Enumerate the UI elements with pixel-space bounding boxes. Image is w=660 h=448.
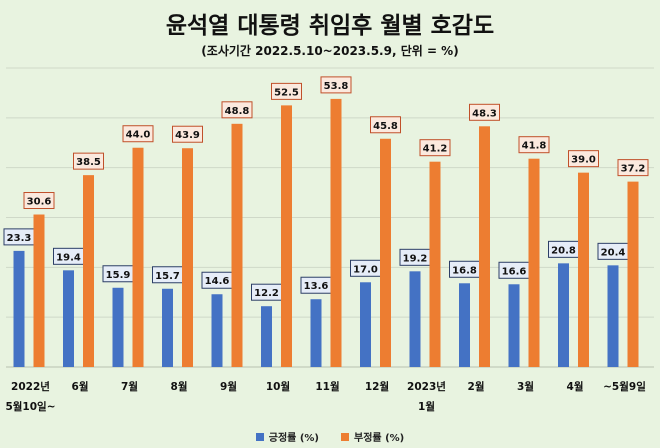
x-tick-label: 10월 bbox=[266, 380, 290, 393]
x-tick-label: 7월 bbox=[121, 380, 138, 393]
data-label-box-negative bbox=[469, 103, 500, 121]
bar-negative bbox=[479, 126, 490, 368]
legend-item-positive: 긍정률 (%) bbox=[255, 429, 319, 444]
bar-negative bbox=[578, 172, 589, 367]
bar-positive bbox=[13, 250, 25, 367]
x-tick-label: 4월 bbox=[567, 380, 584, 393]
x-tick-label: 2022년 bbox=[11, 380, 50, 393]
bar-positive bbox=[508, 284, 520, 367]
bar-positive bbox=[310, 299, 322, 367]
data-label-box-negative bbox=[221, 101, 253, 119]
data-label-negative: 53.8 bbox=[324, 81, 349, 92]
bar-positive bbox=[162, 288, 173, 367]
data-label-negative: 37.2 bbox=[621, 164, 646, 175]
data-label-box-negative bbox=[172, 125, 203, 143]
bar-negative bbox=[330, 98, 342, 367]
data-label-positive: 16.8 bbox=[452, 265, 477, 276]
bar-positive bbox=[63, 270, 74, 367]
data-label-box-negative bbox=[419, 139, 451, 157]
x-tick-label: ~5월9일 bbox=[603, 380, 646, 393]
data-label-positive: 12.2 bbox=[254, 288, 279, 299]
data-label-negative: 43.9 bbox=[175, 130, 200, 141]
x-tick-label: 2월 bbox=[468, 380, 485, 393]
chart-legend: 긍정률 (%) 부정률 (%) bbox=[0, 429, 660, 444]
data-label-positive: 20.8 bbox=[551, 245, 576, 256]
data-label-positive: 23.3 bbox=[7, 233, 32, 244]
data-label-negative: 38.5 bbox=[76, 157, 101, 168]
data-label-box-negative bbox=[370, 116, 401, 134]
data-label-box-negative bbox=[73, 152, 104, 170]
data-label-negative: 48.8 bbox=[225, 106, 250, 117]
x-tick-label: 8월 bbox=[171, 380, 188, 393]
data-label-positive: 20.4 bbox=[601, 247, 626, 258]
x-tick-label: 1월 bbox=[418, 400, 435, 413]
x-tick-label: 6월 bbox=[72, 380, 89, 393]
x-tick-label: 3월 bbox=[517, 380, 534, 393]
data-label-positive: 17.0 bbox=[353, 264, 378, 275]
bar-positive bbox=[211, 294, 223, 367]
data-label-positive: 15.9 bbox=[106, 270, 131, 281]
bar-negative bbox=[528, 158, 540, 367]
data-label-box-negative bbox=[23, 192, 55, 210]
x-tick-label: 2023년 bbox=[407, 380, 446, 393]
data-label-negative: 41.2 bbox=[423, 144, 448, 155]
data-label-negative: 41.8 bbox=[522, 141, 547, 152]
bar-positive bbox=[459, 283, 470, 367]
data-label-box-negative bbox=[518, 136, 550, 154]
data-label-negative: 39.0 bbox=[571, 155, 596, 166]
bar-positive bbox=[261, 306, 272, 367]
data-label-negative: 30.6 bbox=[27, 197, 52, 208]
bar-negative bbox=[281, 105, 292, 367]
data-label-positive: 19.4 bbox=[56, 252, 81, 263]
chart-subtitle: (조사기간 2022.5.10~2023.5.9, 단위 = %) bbox=[201, 44, 459, 58]
data-label-positive: 16.6 bbox=[502, 266, 527, 277]
data-label-positive: 15.7 bbox=[155, 271, 180, 282]
legend-label-positive: 긍정률 (%) bbox=[268, 433, 319, 444]
bar-positive bbox=[409, 271, 421, 367]
x-tick-label: 9월 bbox=[220, 380, 237, 393]
bar-positive bbox=[112, 287, 124, 367]
data-label-positive: 14.6 bbox=[205, 276, 230, 287]
bar-negative bbox=[231, 123, 243, 368]
data-label-box-negative bbox=[617, 159, 649, 177]
data-label-negative: 45.8 bbox=[373, 121, 398, 132]
bar-positive bbox=[558, 263, 569, 367]
bar-negative bbox=[182, 148, 193, 367]
legend-label-negative: 부정률 (%) bbox=[354, 433, 405, 444]
chart-title: 윤석열 대통령 취임후 월별 호감도 bbox=[165, 13, 495, 39]
legend-item-negative: 부정률 (%) bbox=[341, 429, 404, 444]
legend-swatch-positive bbox=[255, 432, 264, 441]
legend-swatch-negative bbox=[341, 432, 349, 441]
x-tick-label: 11월 bbox=[315, 380, 339, 393]
data-label-negative: 44.0 bbox=[126, 130, 151, 141]
bar-negative bbox=[33, 214, 45, 367]
data-label-box-negative bbox=[320, 76, 352, 94]
bar-negative bbox=[380, 138, 391, 367]
bar-negative bbox=[83, 175, 94, 367]
bar-positive bbox=[360, 282, 371, 367]
bar-negative bbox=[627, 181, 639, 367]
data-label-positive: 13.6 bbox=[304, 281, 329, 292]
data-label-box-negative bbox=[568, 150, 599, 168]
bar-negative bbox=[132, 147, 144, 367]
bar-negative bbox=[429, 161, 441, 367]
data-label-box-negative bbox=[271, 82, 302, 100]
x-tick-label: 12월 bbox=[365, 380, 389, 393]
x-tick-label: 5월10일~ bbox=[5, 400, 55, 413]
data-label-box-negative bbox=[122, 125, 154, 143]
data-label-negative: 48.3 bbox=[472, 108, 497, 119]
bar-positive bbox=[607, 265, 619, 367]
data-label-positive: 19.2 bbox=[403, 253, 428, 264]
data-label-negative: 52.5 bbox=[274, 87, 299, 98]
